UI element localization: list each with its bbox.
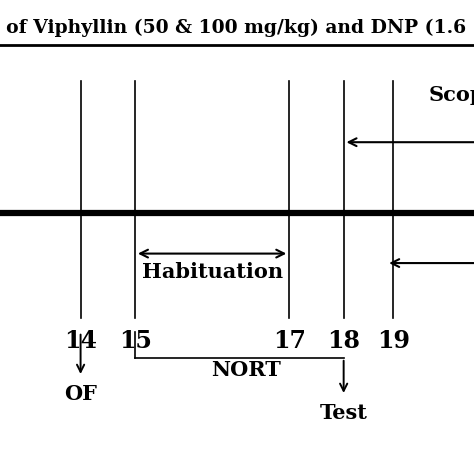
Text: Test: Test [319, 403, 368, 423]
Text: Habituation: Habituation [142, 262, 283, 282]
Text: NORT: NORT [211, 360, 282, 380]
Text: OF: OF [64, 384, 97, 404]
Text: 14: 14 [64, 329, 97, 354]
Text: 18: 18 [327, 329, 360, 354]
Text: 15: 15 [118, 329, 152, 354]
Text: 19: 19 [377, 329, 410, 354]
Text: 17: 17 [273, 329, 306, 354]
Text: Scop: Scop [429, 85, 474, 105]
Text: n of Viphyllin (50 & 100 mg/kg) and DNP (1.6: n of Viphyllin (50 & 100 mg/kg) and DNP … [0, 19, 466, 37]
